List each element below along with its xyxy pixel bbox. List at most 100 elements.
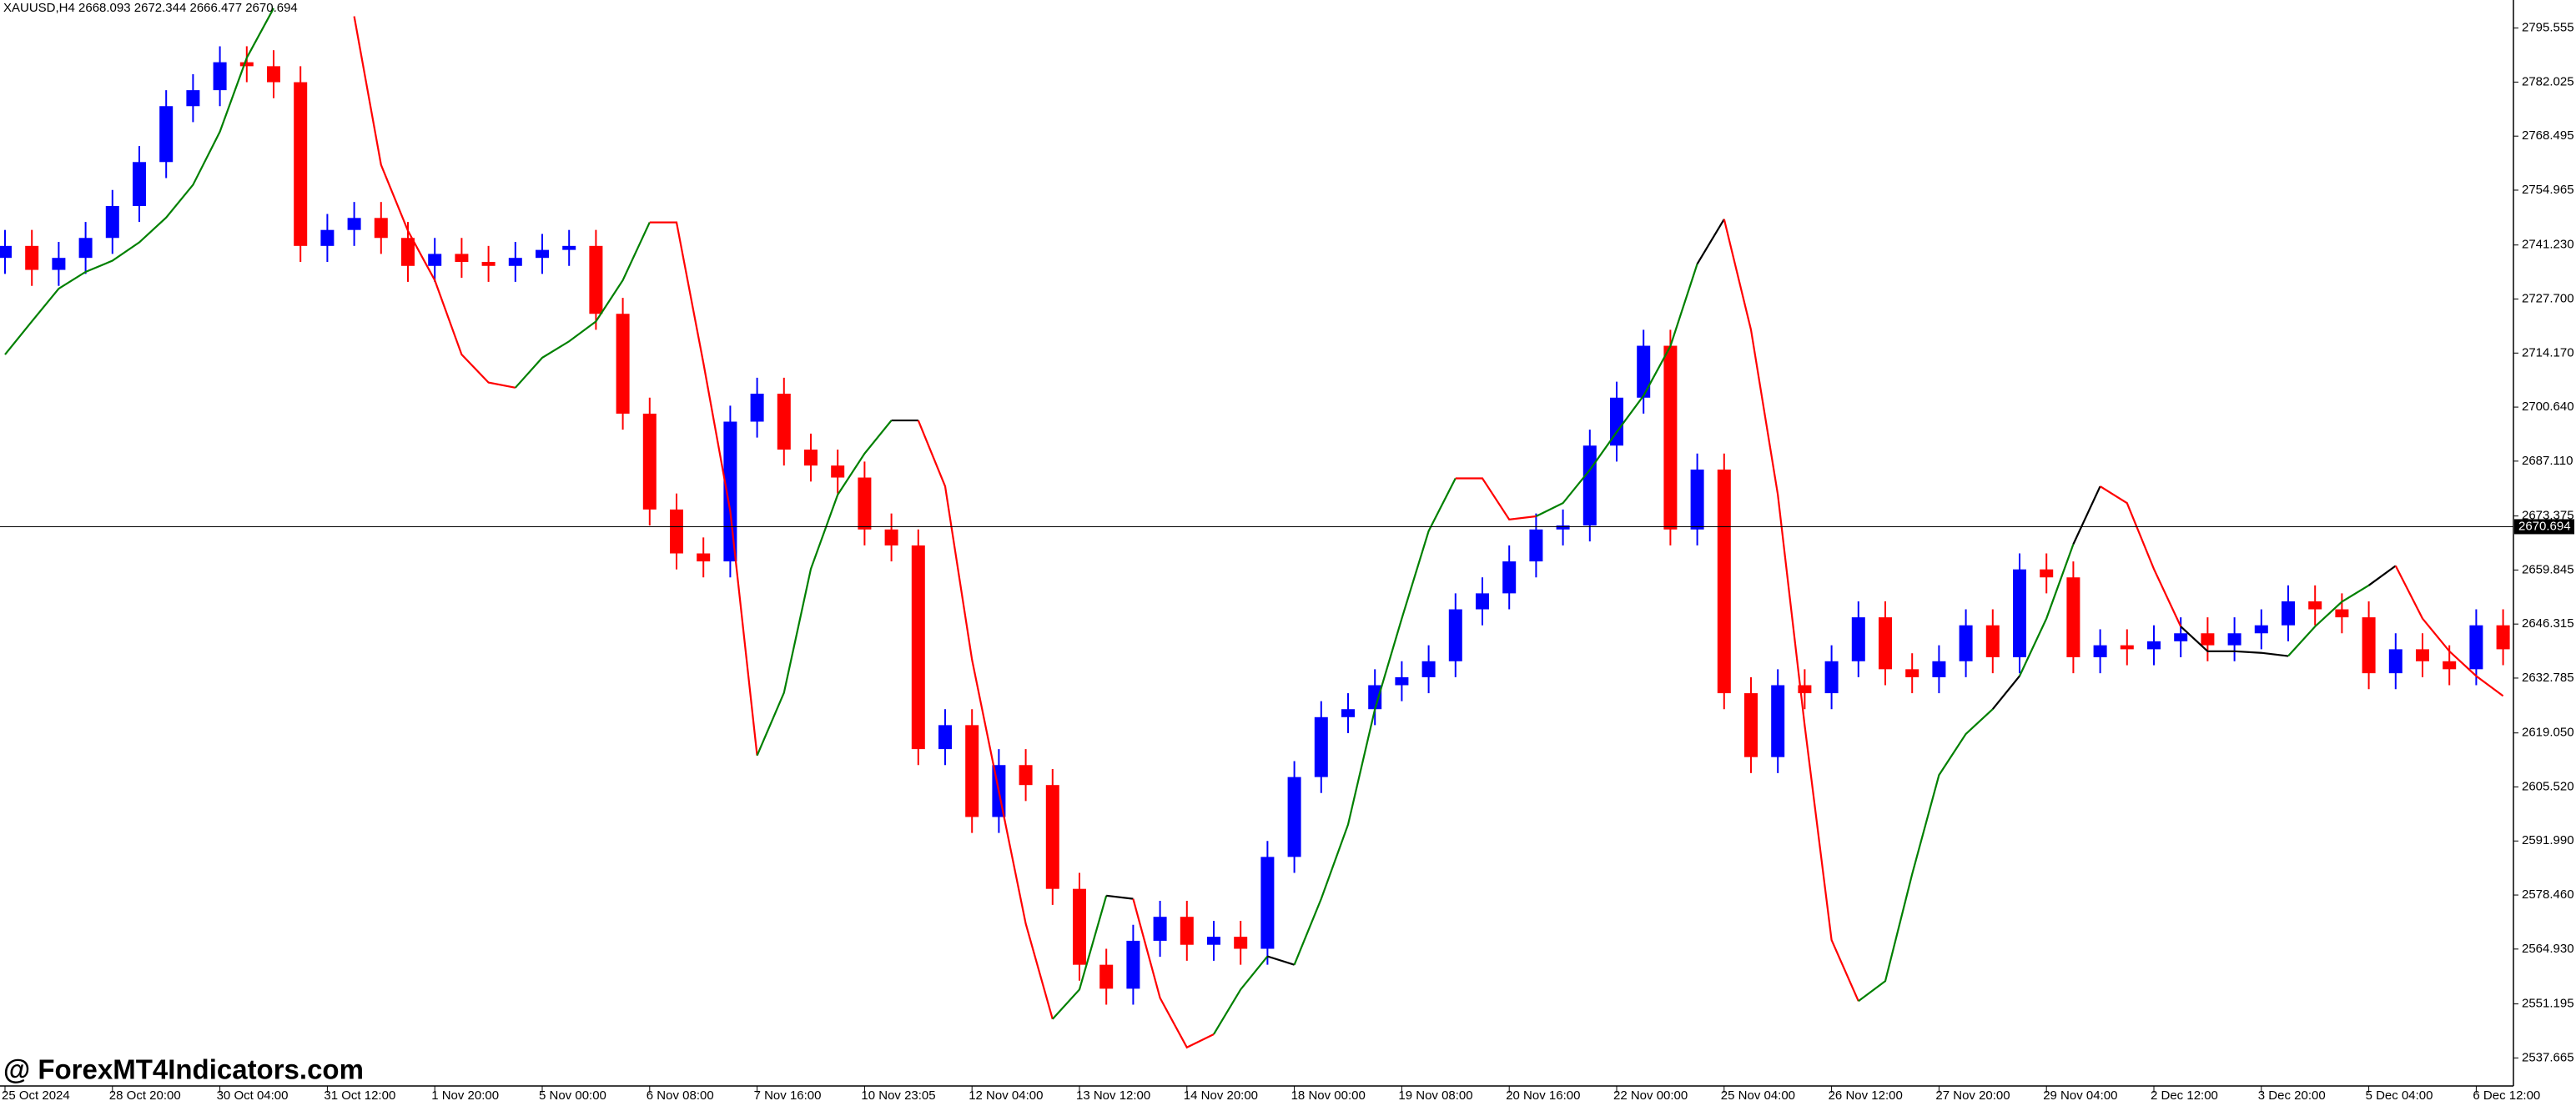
- x-tick-label: 28 Oct 20:00: [109, 1088, 181, 1103]
- candle-body: [2496, 625, 2510, 650]
- indicator-line: [917, 420, 1054, 1020]
- candle-body: [2254, 625, 2268, 634]
- candle-body: [1421, 661, 1436, 677]
- candle-body: [831, 465, 845, 478]
- candle-body: [2174, 633, 2188, 641]
- x-tick-label: 5 Nov 00:00: [539, 1088, 606, 1103]
- candle-body: [2388, 649, 2402, 674]
- candle-body: [1879, 617, 1892, 670]
- indicator-line: [514, 222, 651, 389]
- x-tick-label: 1 Nov 20:00: [431, 1088, 499, 1103]
- indicator-line: [1213, 955, 1269, 1035]
- indicator-line: [1696, 219, 1725, 264]
- x-tick-label: 29 Nov 04:00: [2043, 1088, 2117, 1103]
- candle-body: [1126, 940, 1140, 989]
- x-tick-label: 19 Nov 08:00: [1398, 1088, 1472, 1103]
- candle-body: [642, 413, 657, 510]
- x-tick-label: 6 Dec 12:00: [2473, 1088, 2540, 1103]
- candle-body: [105, 205, 119, 239]
- candle-body: [2443, 661, 2457, 670]
- x-tick-label: 6 Nov 08:00: [647, 1088, 714, 1103]
- candle-body: [2362, 617, 2376, 674]
- y-tick-label: 2741.230: [2522, 238, 2574, 252]
- y-tick-label: 2632.785: [2522, 671, 2574, 685]
- candle-body: [750, 393, 764, 422]
- candle-body: [1099, 964, 1114, 989]
- candle-body: [2227, 633, 2241, 646]
- candle-body: [1663, 345, 1678, 530]
- candle-body: [347, 218, 361, 230]
- indicator-line: [2180, 626, 2289, 657]
- candle-body: [1502, 561, 1517, 594]
- indicator-line: [649, 221, 758, 756]
- x-tick-label: 20 Nov 16:00: [1506, 1088, 1580, 1103]
- candle-body: [2308, 601, 2322, 610]
- x-tick-label: 25 Oct 2024: [2, 1088, 70, 1103]
- candle-body: [508, 258, 522, 266]
- candle-body: [911, 545, 925, 750]
- candle-body: [616, 314, 630, 414]
- candle-body: [1905, 669, 1919, 677]
- candle-body: [884, 529, 898, 545]
- x-tick-label: 3 Dec 20:00: [2258, 1088, 2326, 1103]
- indicator-line: [1051, 895, 1108, 1020]
- candle-body: [1045, 785, 1059, 889]
- y-tick-label: 2551.195: [2522, 997, 2574, 1011]
- y-tick-label: 2754.965: [2522, 183, 2574, 197]
- indicator-line: [4, 8, 274, 355]
- candle-body: [2040, 569, 2054, 578]
- indicator-line: [1293, 477, 1457, 966]
- candle-body: [428, 254, 442, 266]
- candle-body: [455, 254, 469, 262]
- candle-body: [589, 245, 603, 314]
- header: XAUUSD,H4 2668.093 2672.344 2666.477 267…: [3, 1, 298, 15]
- watermark: @ ForexMT4Indicators.com: [3, 1054, 364, 1085]
- y-tick-label: 2564.930: [2522, 942, 2574, 956]
- y-tick-label: 2673.375: [2522, 509, 2574, 523]
- candle-body: [1582, 445, 1597, 525]
- candle-body: [1610, 397, 1623, 446]
- plot: [0, 8, 2510, 1049]
- candle-body: [25, 245, 39, 270]
- indicator-line: [353, 16, 516, 389]
- candle-body: [2469, 625, 2483, 670]
- x-tick-label: 5 Dec 04:00: [2366, 1088, 2433, 1103]
- y-tick-label: 2591.990: [2522, 833, 2574, 847]
- y-tick-label: 2605.520: [2522, 779, 2574, 793]
- candle-body: [1260, 857, 1275, 949]
- candle-body: [1314, 716, 1328, 777]
- candle-body: [965, 725, 979, 817]
- candle-body: [804, 450, 818, 466]
- candle-body: [1798, 685, 1812, 694]
- y-tick-label: 2646.315: [2522, 616, 2574, 631]
- candle-body: [2335, 609, 2349, 618]
- current-price-box: [2514, 519, 2574, 535]
- candle-body: [2201, 633, 2215, 646]
- indicator-line: [2367, 565, 2397, 586]
- y-tick-label: 2795.555: [2522, 21, 2574, 35]
- y-tick-label: 2714.170: [2522, 345, 2574, 359]
- candle-body: [1448, 609, 1462, 661]
- candle-body: [777, 393, 791, 450]
- candle-body: [1234, 937, 1248, 949]
- candle-body: [294, 82, 308, 246]
- candle-body: [723, 421, 737, 562]
- candle-body: [52, 258, 66, 270]
- x-tick-label: 12 Nov 04:00: [969, 1088, 1043, 1103]
- x-tick-label: 31 Oct 12:00: [324, 1088, 395, 1103]
- candle-body: [1019, 765, 1033, 786]
- y-tick-label: 2619.050: [2522, 726, 2574, 740]
- candle-body: [562, 245, 576, 250]
- candle-body: [1637, 345, 1651, 398]
- candle-body: [1717, 469, 1731, 694]
- x-tick-label: 26 Nov 12:00: [1829, 1088, 1903, 1103]
- candle-body: [0, 245, 12, 259]
- candle-body: [2066, 577, 2080, 657]
- indicator-line: [1723, 219, 1859, 1002]
- x-tick-label: 18 Nov 00:00: [1291, 1088, 1366, 1103]
- y-tick-label: 2687.110: [2522, 454, 2573, 468]
- indicator-line: [2019, 544, 2075, 676]
- indicator-line: [756, 420, 893, 757]
- candle-body: [2120, 645, 2134, 650]
- indicator-line: [1535, 264, 1698, 517]
